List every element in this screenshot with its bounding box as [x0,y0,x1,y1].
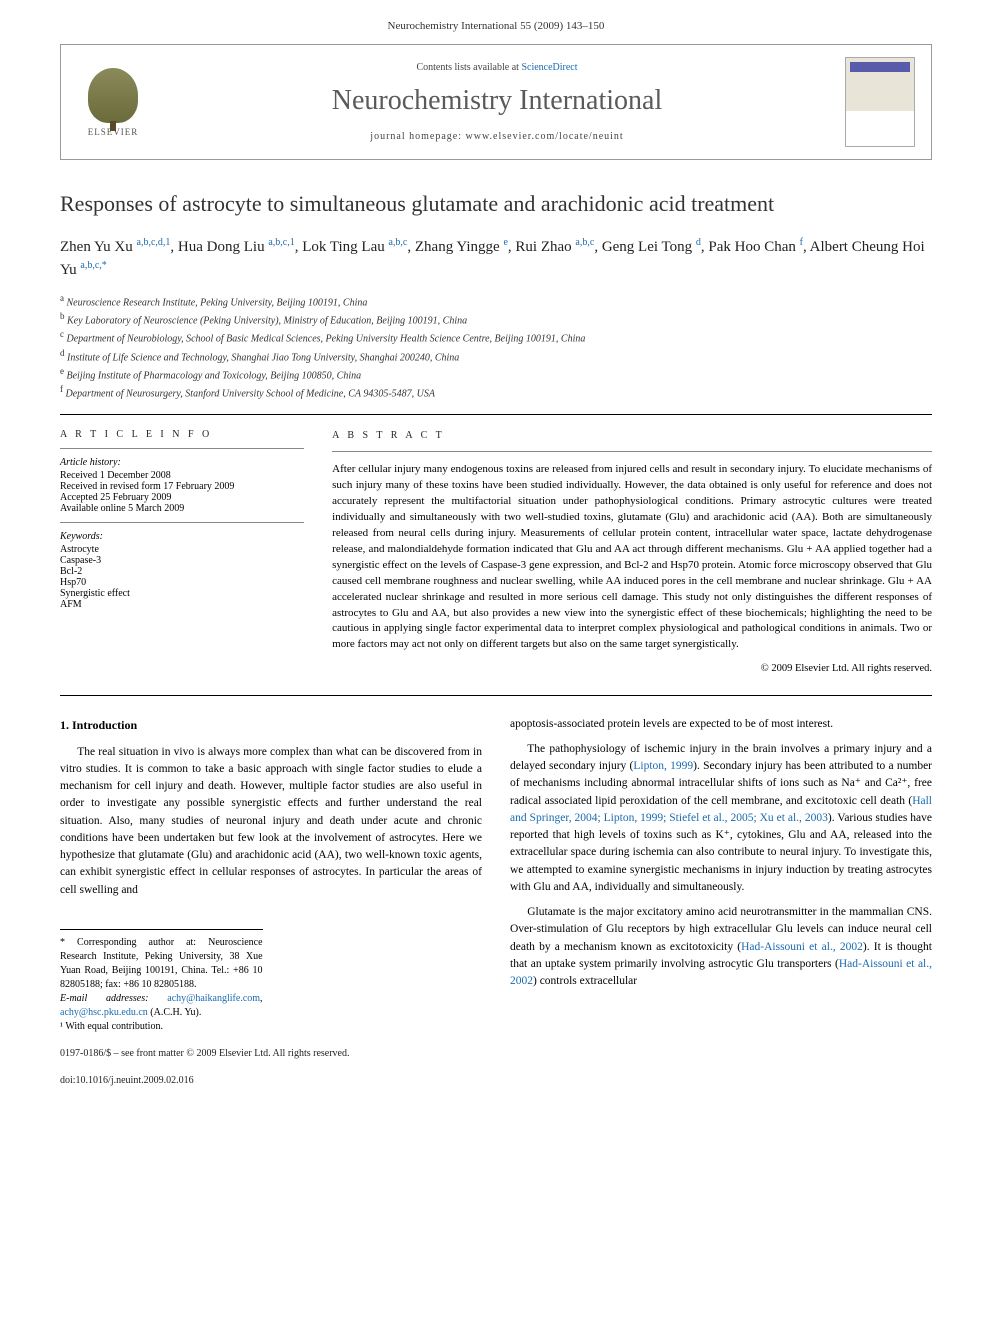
publisher-logo: ELSEVIER [77,62,149,142]
keyword-item: Bcl-2 [60,566,304,577]
history-heading: Article history: [60,457,304,468]
body-paragraph: Glutamate is the major excitatory amino … [510,904,932,990]
email-link-2[interactable]: achy@hsc.pku.edu.cn [60,1007,148,1018]
abstract-block: A B S T R A C T After cellular injury ma… [332,429,932,677]
body-paragraph: apoptosis-associated protein levels are … [510,716,932,733]
citation-link[interactable]: Lipton, 1999 [633,760,693,772]
affiliation-item: c Department of Neurobiology, School of … [60,328,932,346]
journal-banner: ELSEVIER Contents lists available at Sci… [60,44,932,160]
keywords-list: AstrocyteCaspase-3Bcl-2Hsp70Synergistic … [60,544,304,610]
body-paragraph: The pathophysiology of ischemic injury i… [510,741,932,896]
abstract-text: After cellular injury many endogenous to… [332,462,932,653]
history-item: Available online 5 March 2009 [60,503,304,514]
footnotes-block: * Corresponding author at: Neuroscience … [60,929,263,1034]
affiliation-item: e Beijing Institute of Pharmacology and … [60,365,932,383]
divider [60,414,932,415]
contents-prefix: Contents lists available at [416,62,521,73]
copyright-line: 0197-0186/$ – see front matter © 2009 El… [60,1046,482,1061]
article-title: Responses of astrocyte to simultaneous g… [60,190,932,219]
keyword-item: Astrocyte [60,544,304,555]
homepage-prefix: journal homepage: [370,131,465,142]
abstract-heading: A B S T R A C T [332,429,932,444]
column-left: 1. Introduction The real situation in vi… [60,716,482,1088]
affiliation-item: d Institute of Life Science and Technolo… [60,347,932,365]
body-columns: 1. Introduction The real situation in vi… [60,716,932,1088]
article-info-heading: A R T I C L E I N F O [60,429,304,440]
section-heading: 1. Introduction [60,716,482,734]
affiliation-list: a Neuroscience Research Institute, Pekin… [60,292,932,402]
body-paragraph: The real situation in vivo is always mor… [60,744,482,899]
affiliation-item: a Neuroscience Research Institute, Pekin… [60,292,932,310]
citation-link[interactable]: Had-Aissouni et al., 2002 [741,941,863,953]
affiliation-item: f Department of Neurosurgery, Stanford U… [60,383,932,401]
divider [60,695,932,696]
email-label: E-mail addresses: [60,993,167,1004]
email-link-1[interactable]: achy@haikanglife.com [167,993,260,1004]
history-list: Received 1 December 2008Received in revi… [60,470,304,514]
text-run: ) controls extracellular [533,975,637,987]
article-info-block: A R T I C L E I N F O Article history: R… [60,429,304,677]
history-item: Received in revised form 17 February 200… [60,481,304,492]
journal-homepage: journal homepage: www.elsevier.com/locat… [165,131,829,142]
doi-line: doi:10.1016/j.neuint.2009.02.016 [60,1073,482,1088]
journal-title: Neurochemistry International [165,85,829,117]
elsevier-tree-icon [88,68,138,123]
running-header: Neurochemistry International 55 (2009) 1… [60,20,932,32]
abstract-copyright: © 2009 Elsevier Ltd. All rights reserved… [332,661,932,676]
email-suffix: (A.C.H. Yu). [148,1007,202,1018]
journal-cover-thumbnail [845,57,915,147]
equal-contribution-note: ¹ With equal contribution. [60,1020,263,1034]
affiliation-item: b Key Laboratory of Neuroscience (Peking… [60,310,932,328]
contents-available: Contents lists available at ScienceDirec… [165,62,829,73]
keywords-heading: Keywords: [60,531,304,542]
history-item: Received 1 December 2008 [60,470,304,481]
keyword-item: Caspase-3 [60,555,304,566]
author-list: Zhen Yu Xu a,b,c,d,1, Hua Dong Liu a,b,c… [60,235,932,282]
email-line: E-mail addresses: achy@haikanglife.com, … [60,992,263,1020]
keyword-item: Synergistic effect [60,588,304,599]
corresponding-author: * Corresponding author at: Neuroscience … [60,936,263,992]
keyword-item: AFM [60,599,304,610]
homepage-url[interactable]: www.elsevier.com/locate/neuint [466,131,624,142]
keyword-item: Hsp70 [60,577,304,588]
history-item: Accepted 25 February 2009 [60,492,304,503]
column-right: apoptosis-associated protein levels are … [510,716,932,1088]
sciencedirect-link[interactable]: ScienceDirect [521,62,577,73]
